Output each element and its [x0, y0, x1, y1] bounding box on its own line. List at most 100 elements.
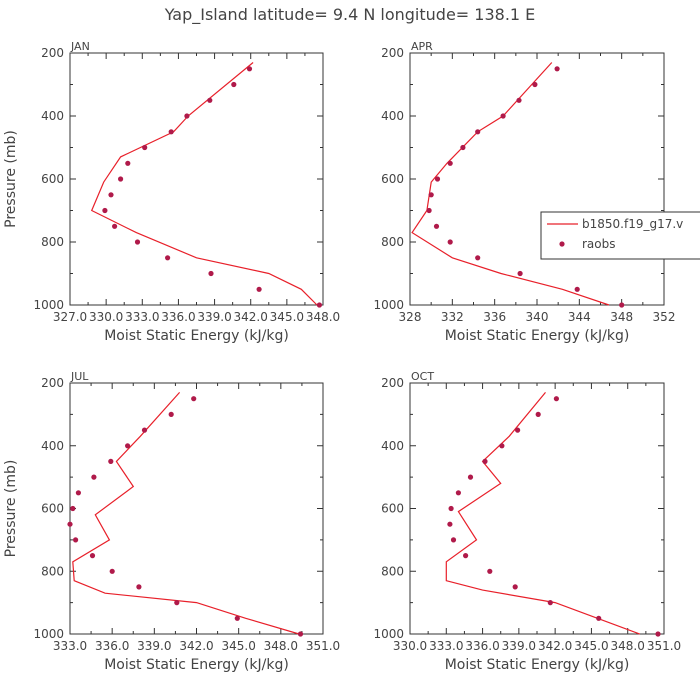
y-tick-label: 200 [381, 376, 404, 390]
y-axis-label: Pressure (mb) [3, 460, 19, 558]
raobs-point [619, 302, 625, 308]
raobs-point [516, 97, 522, 103]
raobs-point [447, 521, 453, 527]
raobs-point [463, 553, 469, 559]
raobs-point [554, 66, 560, 72]
x-tick-label: 352 [653, 310, 676, 324]
raobs-point [184, 113, 190, 119]
x-tick-label: 348.0 [611, 639, 645, 653]
raobs-point [108, 458, 114, 464]
x-tick-label: 345.0 [221, 639, 255, 653]
legend-marker-swatch [559, 241, 565, 247]
raobs-point [487, 568, 493, 574]
raobs-point [168, 411, 174, 417]
raobs-point [655, 631, 661, 637]
raobs-point [168, 129, 174, 135]
raobs-point [428, 192, 434, 198]
series-line-model [72, 391, 300, 635]
x-tick-label: 327.0 [53, 310, 87, 324]
legend-box [540, 211, 700, 260]
x-tick-label: 348.0 [306, 310, 340, 324]
x-tick-label: 340 [526, 310, 549, 324]
x-tick-label: 333.0 [125, 310, 159, 324]
series-line-model [445, 392, 641, 635]
raobs-point [109, 568, 115, 574]
raobs-point [475, 255, 481, 261]
raobs-point [191, 396, 197, 402]
raobs-point [482, 458, 488, 464]
x-tick-label: 336.0 [95, 639, 129, 653]
panel-title: JUL [70, 370, 89, 383]
raobs-point [433, 223, 440, 229]
x-axis-label: Moist Static Energy (kJ/kg) [104, 657, 289, 673]
raobs-point [231, 81, 237, 88]
raobs-point [165, 255, 171, 261]
x-tick-label: 348.0 [264, 639, 298, 653]
raobs-point [297, 631, 304, 637]
x-tick-label: 333.0 [53, 639, 87, 653]
raobs-point [112, 223, 118, 229]
y-tick-label: 1000 [373, 298, 404, 312]
x-tick-label: 345.0 [574, 639, 608, 653]
x-axis-label: Moist Static Energy (kJ/kg) [445, 657, 630, 673]
raobs-point [256, 286, 262, 292]
x-tick-label: 336 [483, 310, 506, 324]
x-tick-label: 344 [568, 310, 591, 324]
raobs-point [455, 490, 461, 496]
raobs-point [207, 97, 213, 103]
y-tick-label: 200 [41, 376, 64, 390]
raobs-point [434, 176, 441, 182]
plot-frame [409, 52, 665, 306]
chart-panel-jul: JUL 333.0 336.0 339.0 342.0 345.0 348.0 351.0 20… [3, 370, 340, 673]
raobs-point [499, 443, 505, 449]
y-tick-label: 600 [381, 502, 404, 516]
raobs-point [136, 584, 142, 590]
y-tick-label: 200 [381, 46, 404, 60]
x-tick-label: 330.0 [393, 639, 427, 653]
raobs-point [475, 129, 481, 135]
y-tick-label: 1000 [33, 298, 64, 312]
raobs-point [134, 239, 141, 245]
raobs-point [125, 443, 131, 449]
raobs-point [460, 144, 466, 151]
raobs-point [553, 396, 560, 402]
plot-frame [69, 382, 324, 635]
raobs-point [125, 160, 131, 166]
legend-label-model: b1850.f19_g17.v [582, 217, 683, 231]
raobs-point [91, 474, 97, 480]
raobs-point [426, 207, 432, 214]
y-tick-label: 400 [381, 109, 404, 123]
series-line-model [90, 62, 318, 306]
y-tick-label: 800 [41, 564, 64, 578]
raobs-point [517, 270, 523, 277]
x-tick-label: 342.0 [234, 310, 268, 324]
raobs-point [89, 553, 96, 559]
raobs-point [467, 474, 474, 480]
x-tick-label: 351.0 [647, 639, 681, 653]
raobs-point [73, 537, 79, 543]
x-axis-label: Moist Static Energy (kJ/kg) [104, 328, 289, 344]
x-tick-label: 328 [399, 310, 422, 324]
raobs-point [596, 615, 602, 621]
raobs-point [316, 302, 322, 308]
chart-panel-jan: JAN 327.0 330.0 333.0 336.0 339.0 342.0 345.0 34… [3, 40, 340, 344]
raobs-point [512, 584, 518, 590]
x-tick-label: 333.0 [429, 639, 463, 653]
x-tick-label: 332 [441, 310, 464, 324]
raobs-point [70, 505, 76, 512]
y-tick-label: 1000 [33, 627, 64, 641]
y-tick-label: 800 [41, 235, 64, 249]
raobs-point [515, 427, 521, 433]
chart-panel-apr: APR 328 332 336 340 344 348 352 200 400 600 800 1000… [373, 40, 675, 344]
raobs-point [532, 81, 538, 88]
x-tick-label: 330.0 [89, 310, 123, 324]
raobs-point [67, 521, 73, 527]
y-tick-label: 800 [381, 235, 404, 249]
raobs-point [500, 113, 506, 119]
x-tick-label: 342.0 [538, 639, 572, 653]
raobs-point [535, 411, 541, 417]
raobs-point [447, 239, 453, 245]
x-tick-label: 351.0 [306, 639, 340, 653]
